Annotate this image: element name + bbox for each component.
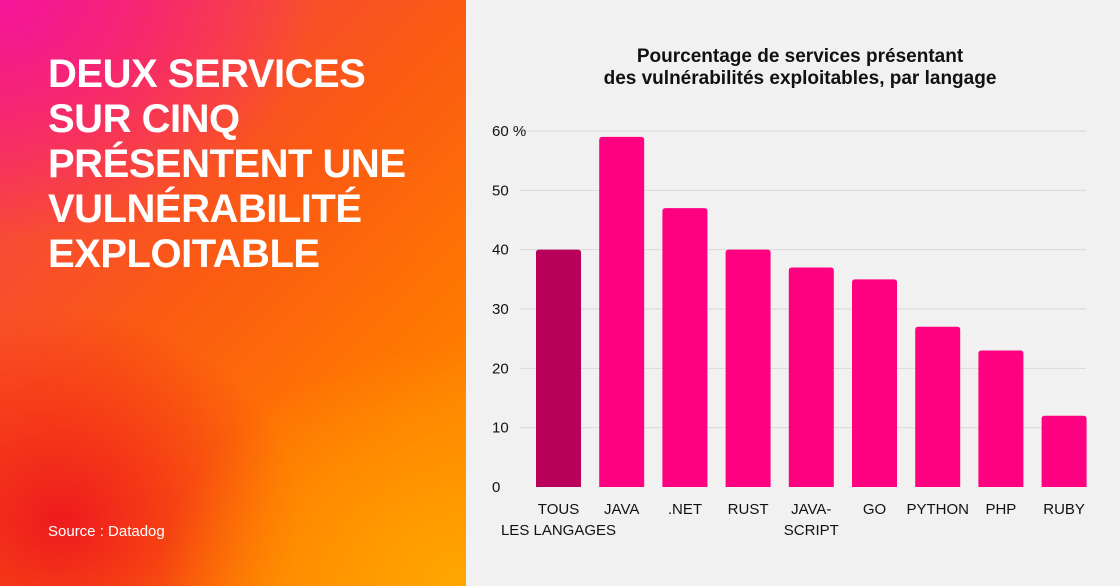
- source-note: Source : Datadog: [48, 523, 165, 540]
- y-tick-label: 50: [492, 182, 509, 199]
- x-tick-label: RUBY: [1043, 501, 1085, 518]
- x-tick-label: SCRIPT: [784, 522, 839, 539]
- x-tick-label: .NET: [668, 501, 702, 518]
- x-tick-label: PHP: [985, 501, 1016, 518]
- bar: [536, 249, 581, 487]
- bar: [599, 136, 645, 487]
- chart-title-line: des vulnérabilités exploitables, par lan…: [603, 68, 997, 89]
- x-tick-label: JAVA-: [791, 501, 831, 518]
- x-tick-label: PYTHON: [906, 501, 969, 518]
- y-tick-label: 10: [492, 420, 509, 437]
- bar: [978, 350, 1024, 487]
- y-tick-label: 60 %: [492, 123, 526, 140]
- headline-panel: DEUX SERVICES SUR CINQ PRÉSENTENT UNE VU…: [0, 0, 466, 586]
- x-tick-label: JAVA: [604, 501, 639, 518]
- headline: DEUX SERVICES SUR CINQ PRÉSENTENT UNE VU…: [48, 52, 406, 276]
- x-tick-label: GO: [863, 501, 886, 518]
- bar: [725, 249, 771, 487]
- x-tick-label: LES LANGAGES: [501, 522, 616, 539]
- bar: [915, 326, 961, 487]
- x-tick-label: RUST: [728, 501, 769, 518]
- y-tick-label: 30: [492, 301, 509, 318]
- x-tick-label: TOUS: [538, 501, 579, 518]
- y-tick-label: 20: [492, 360, 509, 377]
- bar: [662, 208, 708, 487]
- y-tick-label: 0: [492, 479, 500, 496]
- chart-title-line: Pourcentage de services présentant: [636, 46, 964, 67]
- y-tick-label: 40: [492, 242, 509, 259]
- bar: [1041, 415, 1087, 487]
- bar: [788, 267, 834, 487]
- bar: [852, 279, 897, 487]
- chart-title: Pourcentage de services présentant des v…: [480, 46, 1120, 90]
